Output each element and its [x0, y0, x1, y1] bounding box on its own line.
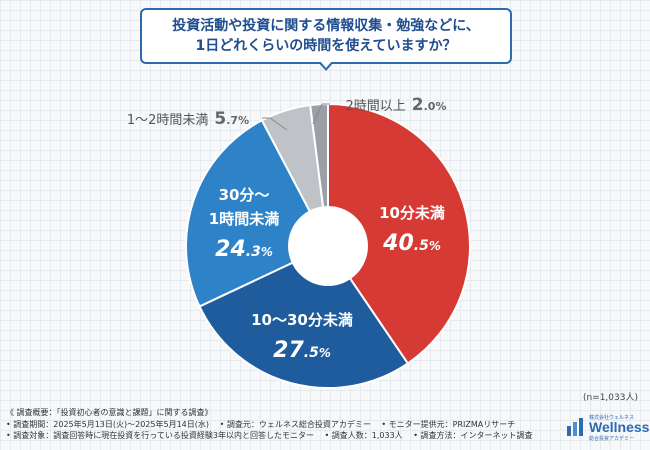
- slice-value-1: 27.5%: [273, 338, 331, 363]
- survey-footer: 《 調査概要：「投資初心者の意識と課題」に関する調査》 • 調査期間：2025年…: [6, 407, 566, 442]
- footer-target: • 調査対象：調査回答時に現在投資を行っている投資経験3年以内と回答したモニター: [6, 431, 314, 440]
- footer-survey-title: 《 調査概要：「投資初心者の意識と課題」に関する調査》: [6, 408, 213, 417]
- leader-line-1-2h: [262, 117, 288, 131]
- logo-mark-icon: [567, 418, 583, 436]
- footer-monitor: • モニター提供元：PRIZMAリサーチ: [381, 419, 516, 429]
- slice-label-2-line2: 1時間未満: [209, 210, 279, 228]
- donut-hole: [288, 206, 368, 286]
- slice-label-1: 10〜30分未満: [251, 311, 353, 329]
- slice-label-3: 1〜2時間未満 5.7%: [127, 109, 249, 129]
- footer-line-3: • 調査対象：調査回答時に現在投資を行っている投資経験3年以内と回答したモニター…: [6, 430, 566, 442]
- sample-size-note: (n=1,033人): [582, 393, 638, 403]
- logo-sub-text: 総合投資アカデミー: [589, 436, 635, 442]
- wellness-logo: 株式会社ウェルネス Wellness 総合投資アカデミー: [566, 414, 650, 444]
- footer-period: • 調査期間：2025年5月13日(火)〜2025年5月14日(水): [6, 419, 210, 429]
- pie-slice-1: [198, 244, 410, 389]
- footer-line-2: • 調査期間：2025年5月13日(火)〜2025年5月14日(水) • 調査元…: [6, 419, 566, 431]
- title-line-2: 1日どれくらいの時間を使えていますか？: [195, 38, 457, 54]
- slice-label-0: 10分未満: [379, 204, 445, 222]
- donut-chart: 10分未満 40.5% 10〜30分未満 27.5% 30分〜 1時間未満 24…: [127, 95, 471, 389]
- footer-count: • 調査人数：1,033人: [324, 431, 403, 440]
- pie-slice-0: [327, 102, 471, 365]
- slice-label-4: 2時間以上 2.0%: [346, 95, 447, 115]
- slice-label-2-line1: 30分〜: [219, 186, 270, 204]
- footer-source: • 調査元：ウェルネス総合投資アカデミー: [219, 419, 371, 429]
- slice-value-2: 24.3%: [215, 237, 273, 262]
- footer-line-1: 《 調査概要：「投資初心者の意識と課題」に関する調査》: [6, 407, 566, 419]
- title-line-1: 投資活動や投資に関する情報収集・勉強などに、: [172, 18, 480, 34]
- title-bubble: 投資活動や投資に関する情報収集・勉強などに、 1日どれくらいの時間を使えています…: [140, 8, 512, 64]
- leader-line-2h-plus: [312, 103, 330, 125]
- title-bubble-tail-inner: [320, 61, 332, 68]
- footer-method: • 調査方法：インターネット調査: [413, 431, 533, 440]
- logo-top-text: 株式会社ウェルネス: [589, 415, 635, 421]
- logo-brand-text: Wellness: [589, 419, 650, 435]
- slice-value-0: 40.5%: [382, 231, 441, 256]
